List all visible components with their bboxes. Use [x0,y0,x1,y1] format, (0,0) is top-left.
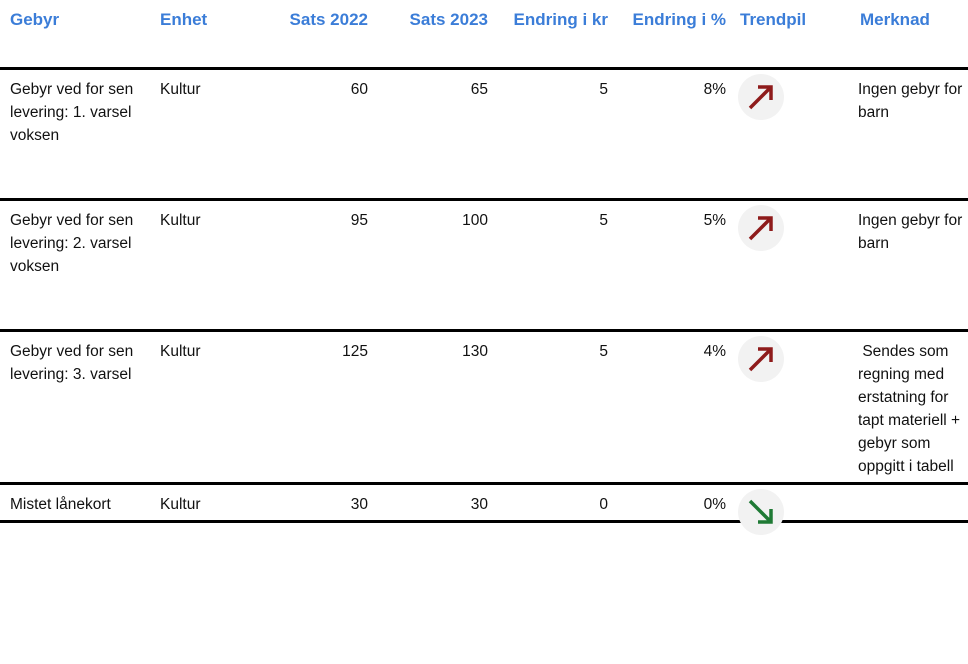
remark: Ingen gebyr for barn [858,81,967,121]
unit: Kultur [160,81,201,98]
table-row: Gebyr ved for sen levering: 2. varsel vo… [0,201,968,332]
table-row: Gebyr ved for sen levering: 1. varsel vo… [0,70,968,201]
table-row: Gebyr ved for sen levering: 3. varsel Kul… [0,332,968,485]
number-cell: 8% [703,81,726,98]
number-cell: 0% [703,496,726,513]
trend-cell [730,336,850,478]
trend-cell [730,205,850,325]
column-header: Endring i kr [513,10,608,29]
trend-arrow [738,336,784,382]
trend-arrow [738,74,784,120]
arrow [748,347,773,372]
number-cell: 125 [342,343,368,360]
header-row: Gebyr Enhet Sats 2022 Sats 2023 Endring i kr… [0,0,968,70]
column-header: Sats 2023 [409,10,488,29]
arrow [748,85,773,110]
number-cell: 130 [462,343,488,360]
arrow [748,499,773,524]
column-header: Endring i % [632,10,727,29]
unit: Kultur [160,212,201,229]
trend-arrow [738,489,784,535]
number-cell: 30 [350,496,368,513]
column-header: Merknad [860,10,930,29]
fee-table: Gebyr Enhet Sats 2022 Sats 2023 Endring i kr… [0,0,968,535]
number-cell: 5 [599,81,608,98]
fee-name: Mistet lånekort [10,496,111,513]
column-header: Sats 2022 [289,10,368,29]
column-header: Gebyr [10,10,60,29]
number-cell: 5 [599,343,608,360]
unit: Kultur [160,343,201,360]
number-cell: 100 [462,212,488,229]
fee-name: Gebyr ved for sen levering: 1. varsel vo… [10,81,134,144]
column-header: Enhet [160,10,208,29]
arrow [748,216,773,241]
remark [850,493,968,516]
number-cell: 5% [703,212,726,229]
unit: Kultur [160,496,201,513]
fee-name: Gebyr ved for sen levering: 2. varsel vo… [10,212,134,275]
fee-name: Gebyr ved for sen levering: 3. varsel [10,343,134,383]
number-cell: 0 [599,496,608,513]
column-header: Trendpil [740,10,807,29]
number-cell: 4% [703,343,726,360]
remark: Sendes som regning med erstatning for ta… [858,343,965,475]
number-cell: 65 [470,81,488,98]
trend-cell [730,74,850,194]
number-cell: 30 [470,496,488,513]
table-row: Mistet lånekort Kultur 30 30 0 0% [0,485,968,535]
number-cell: 60 [350,81,368,98]
trend-cell [730,489,850,535]
number-cell: 95 [350,212,368,229]
number-cell: 5 [599,212,608,229]
trend-arrow [738,205,784,251]
remark: Ingen gebyr for barn [858,212,967,252]
